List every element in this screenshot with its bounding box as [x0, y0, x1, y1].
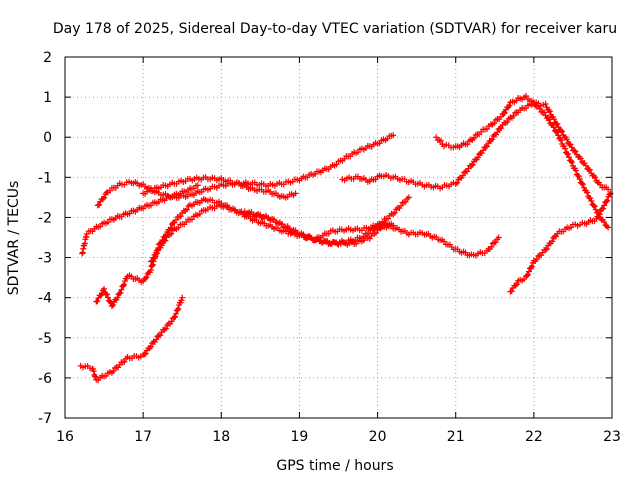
y-tick-label: -4 [38, 291, 52, 307]
series-track-c [140, 174, 299, 201]
data-points [77, 92, 614, 384]
plot-frame [64, 56, 613, 419]
series-track-b [94, 132, 397, 209]
grid [65, 57, 612, 418]
x-tick-label: 19 [291, 429, 309, 445]
series-markers [77, 294, 186, 384]
series-markers [94, 132, 397, 209]
y-tick-label: -7 [38, 411, 52, 427]
y-tick-label: 0 [43, 130, 52, 146]
series-track-e [77, 294, 186, 384]
x-tick-label: 21 [447, 429, 465, 445]
y-tick-label: 2 [43, 50, 52, 66]
series-markers [140, 174, 299, 201]
series-track-h [339, 99, 612, 193]
series-markers [79, 182, 201, 257]
series-track-j [507, 190, 614, 295]
x-tick-label: 23 [603, 429, 621, 445]
y-tick-label: -6 [38, 371, 52, 387]
series-track-a [79, 182, 201, 257]
x-tick-label: 18 [212, 429, 230, 445]
x-tick-label: 16 [56, 429, 74, 445]
chart-title: Day 178 of 2025, Sidereal Day-to-day VTE… [53, 21, 617, 37]
y-axis-label: SDTVAR / TECUs [6, 181, 22, 296]
y-tick-label: -5 [38, 331, 52, 347]
series-track-g [241, 208, 397, 248]
series-markers [241, 208, 397, 248]
series-markers [507, 190, 614, 295]
x-axis-label: GPS time / hours [276, 458, 393, 474]
y-tick-label: 1 [43, 90, 52, 106]
y-tick-label: -2 [38, 210, 52, 226]
x-tick-label: 20 [369, 429, 387, 445]
series-track-i [433, 92, 612, 231]
x-tick-label: 17 [134, 429, 152, 445]
y-tick-label: -1 [38, 170, 52, 186]
axis-ticks: 16 17 18 19 20 21 22 23 -7 -6 -5 -4 -3 -2 -1 0 1 2 [38, 50, 621, 445]
y-tick-label: -3 [38, 251, 52, 267]
series-markers [339, 99, 612, 193]
x-tick-label: 22 [525, 429, 543, 445]
series-markers [433, 92, 612, 231]
